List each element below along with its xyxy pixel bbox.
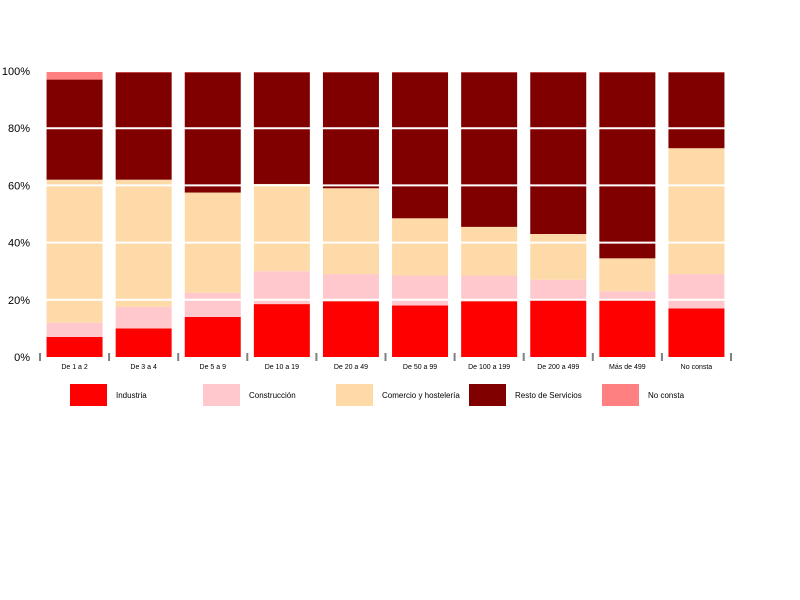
bar-segment-4-1 [253,304,310,357]
bar-segment-5-4 [322,72,379,189]
legend: Industria Construcción Comercio y hosteler… [70,384,685,406]
bar-segment-1-5 [46,71,103,80]
x-category-label: De 10 a 19 [265,364,299,371]
bar-segment-8-4 [530,72,587,235]
legend-label-4: Resto de Servicios [515,391,582,400]
bar-segment-10-4 [668,72,725,149]
bar-segment-6-1 [392,305,449,357]
bar-segment-3-1 [184,316,241,357]
bar-segment-2-2 [115,306,172,329]
bar-segment-6-4 [392,72,449,219]
x-category-label: De 5 a 9 [200,364,227,371]
bar-segment-8-1 [530,299,587,357]
bar-segment-8-2 [530,279,587,300]
y-axis: 0% 20% 40% 60% 80% 100% [2,66,30,364]
bar-segment-4-2 [253,271,310,305]
legend-label-5: No consta [648,391,685,400]
bar-segment-6-3 [392,218,449,276]
bar-segment-5-2 [322,274,379,302]
x-category-label: De 50 a 99 [403,364,437,371]
bar-segment-9-2 [599,291,656,300]
x-category-label: De 20 a 49 [334,364,368,371]
bar-segment-8-3 [530,234,587,280]
bar-segment-10-2 [668,274,725,309]
bar-segment-2-4 [115,72,172,180]
y-tick-label: 60% [8,180,30,192]
bar-segment-9-1 [599,299,656,357]
y-tick-label: 20% [8,295,30,307]
bar-segment-5-1 [322,301,379,357]
bar-segment-4-3 [253,183,310,272]
x-category-label: De 3 a 4 [130,364,157,371]
y-tick-label: 80% [8,123,30,135]
bar-segment-1-3 [46,179,103,323]
bar-segment-7-2 [461,275,518,302]
y-tick-label: 100% [2,66,30,78]
legend-swatch-4 [469,384,506,406]
x-category-label: De 200 a 499 [537,364,579,371]
legend-label-2: Construcción [249,391,296,400]
bar-segment-5-3 [322,188,379,275]
x-category-label: De 1 a 2 [61,364,88,371]
bar-segment-3-4 [184,72,241,193]
bar-segment-3-2 [184,292,241,317]
legend-swatch-1 [70,384,107,406]
bar-segment-10-1 [668,308,725,357]
legend-swatch-5 [602,384,639,406]
bar-segment-1-1 [46,336,103,357]
bars-group [46,71,725,357]
legend-label-1: Industria [116,391,147,400]
x-category-label: De 100 a 199 [468,364,510,371]
y-tick-label: 40% [8,238,30,250]
x-category-label: No consta [681,364,713,371]
bar-segment-7-1 [461,301,518,357]
bar-segment-1-4 [46,79,103,180]
gridlines [40,70,731,301]
bar-segment-7-4 [461,72,518,227]
y-tick-label: 0% [14,352,30,364]
x-category-label: Más de 499 [609,364,646,371]
legend-label-3: Comercio y hostelería [382,391,460,400]
legend-swatch-2 [203,384,240,406]
bar-segment-9-4 [599,72,656,259]
bar-segment-2-1 [115,328,172,357]
legend-swatch-3 [336,384,373,406]
x-axis: De 1 a 2 De 3 a 4 De 5 a 9 De 10 a 19 De 20 … [39,353,732,371]
bar-segment-7-3 [461,226,518,276]
bar-segment-1-2 [46,322,103,337]
bar-segment-10-3 [668,148,725,275]
bar-segment-9-3 [599,258,656,292]
bar-segment-6-2 [392,275,449,306]
